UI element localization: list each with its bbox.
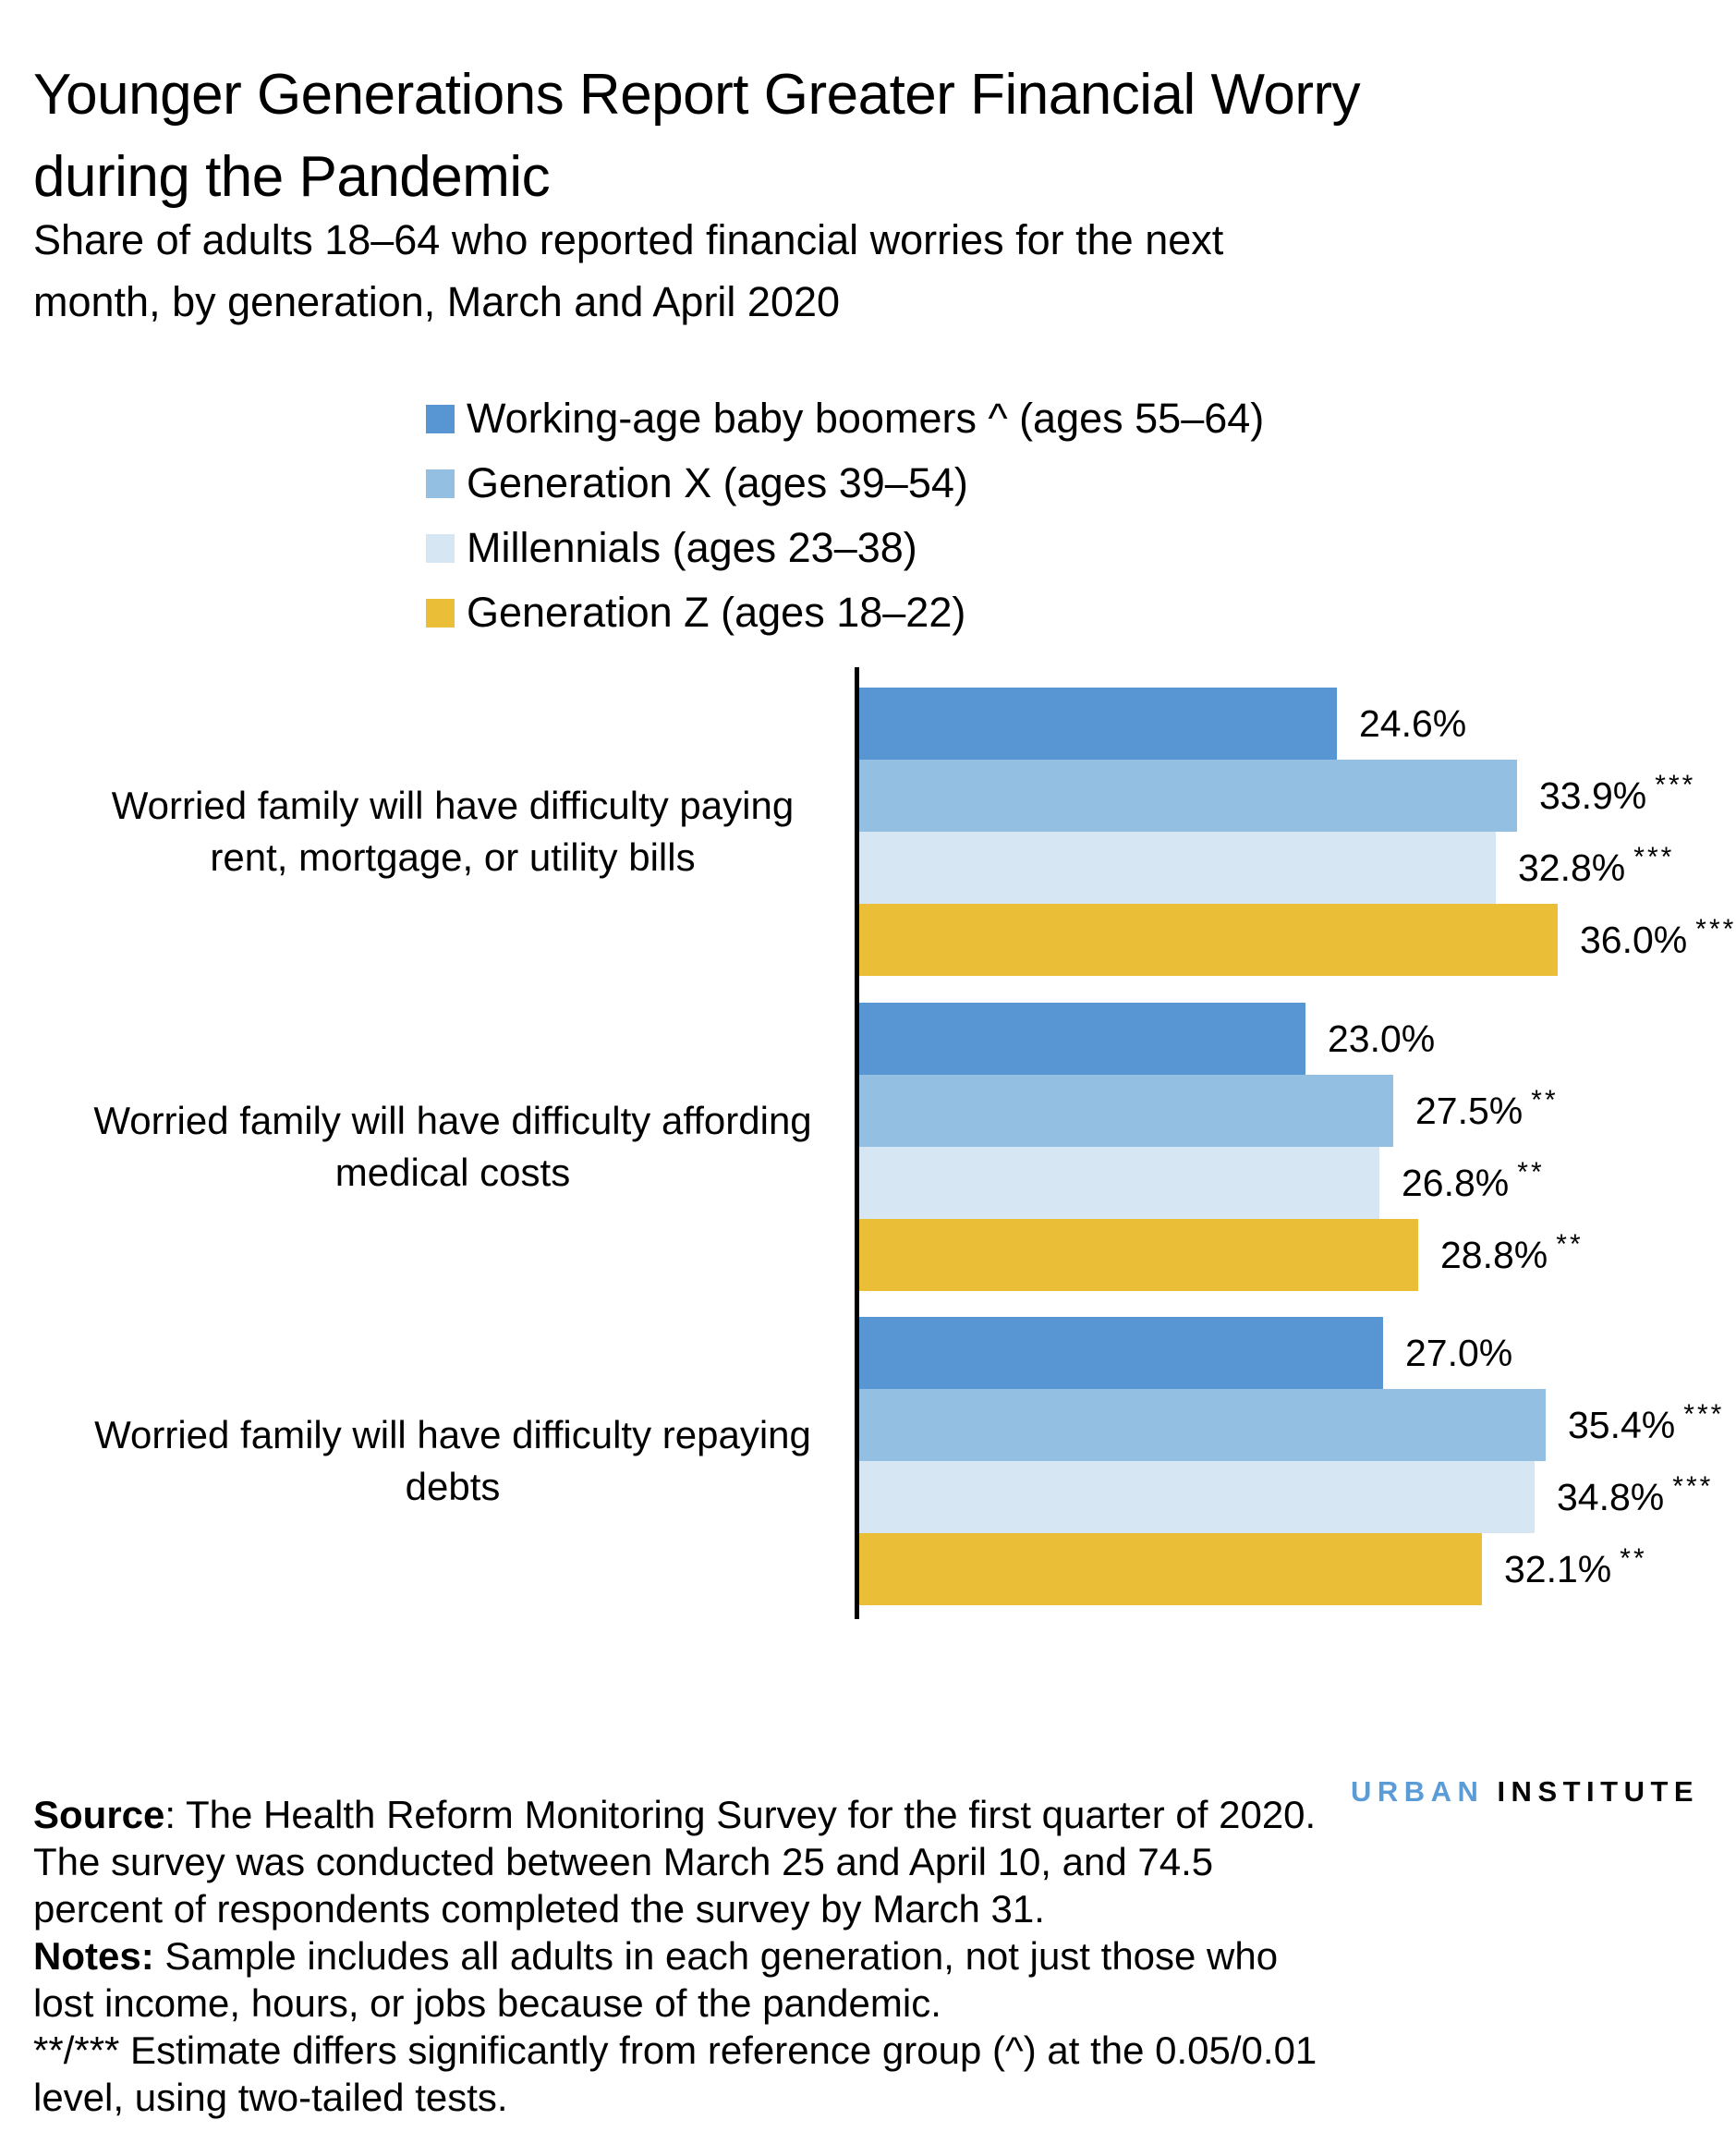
significance-marker: *** <box>1672 1471 1714 1502</box>
significance-marker: *** <box>1695 914 1736 944</box>
bar <box>859 1317 1383 1389</box>
chart-subtitle: Share of adults 18–64 who reported finan… <box>33 209 1223 333</box>
bar <box>859 1389 1546 1461</box>
legend-item: Generation X (ages 39–54) <box>426 451 1264 516</box>
page-title-line2: during the Pandemic <box>33 144 551 209</box>
category-label: Worried family will have difficulty affo… <box>93 1099 812 1194</box>
bar-value-label: 35.4% *** <box>1568 1399 1725 1446</box>
legend-label: Generation X (ages 39–54) <box>467 459 968 506</box>
chart-subtitle-line2: month, by generation, March and April 20… <box>33 278 841 325</box>
significance-marker: ** <box>1620 1543 1647 1574</box>
bar <box>859 1003 1305 1075</box>
bar-value-label: 32.1% ** <box>1504 1543 1647 1590</box>
bar-value-label: 24.6% <box>1359 701 1467 745</box>
bar-value-label: 28.8% ** <box>1440 1229 1584 1276</box>
bar <box>859 832 1496 904</box>
bar-value-label: 36.0% *** <box>1580 914 1736 961</box>
bar <box>859 1147 1379 1219</box>
significance-marker: ** <box>1517 1157 1545 1188</box>
logo-word-urban: URBAN <box>1351 1775 1485 1808</box>
source-notes: Source: The Health Reform Monitoring Sur… <box>33 1791 1317 2121</box>
bar <box>859 1533 1482 1605</box>
page-title-line1: Younger Generations Report Greater Finan… <box>33 62 1361 127</box>
significance-marker: ** <box>1556 1229 1584 1260</box>
significance-marker: *** <box>1655 770 1696 800</box>
significance-marker: ** <box>1531 1085 1559 1115</box>
bar <box>859 760 1517 832</box>
category-label: Worried family will have difficulty repa… <box>94 1413 811 1508</box>
bar-value-label: 27.0% <box>1405 1331 1513 1374</box>
bar-value-label: 26.8% ** <box>1402 1157 1545 1204</box>
y-axis-line <box>855 667 859 1619</box>
legend-label: Millennials (ages 23–38) <box>467 524 917 571</box>
chart-subtitle-line1: Share of adults 18–64 who reported finan… <box>33 216 1224 263</box>
note-line: percent of respondents completed the sur… <box>33 1887 1045 1931</box>
bar <box>859 1461 1535 1533</box>
bar <box>859 904 1558 976</box>
legend-item: Working-age baby boomers ^ (ages 55–64) <box>426 386 1264 451</box>
bar-value-label: 34.8% *** <box>1557 1471 1714 1518</box>
bar-value-label: 27.5% ** <box>1415 1085 1559 1132</box>
bar <box>859 688 1337 760</box>
legend-swatch-icon <box>426 598 455 627</box>
source-label: Source <box>33 1793 165 1836</box>
bar <box>859 1219 1418 1291</box>
legend-label: Generation Z (ages 18–22) <box>467 589 966 636</box>
bar-value-label: 23.0% <box>1328 1017 1436 1060</box>
note-line: Source: The Health Reform Monitoring Sur… <box>33 1793 1317 1836</box>
notes-label: Notes: <box>33 1934 154 1978</box>
legend: Working-age baby boomers ^ (ages 55–64) G… <box>426 386 1264 645</box>
legend-swatch-icon <box>426 404 455 433</box>
bar-value-label: 33.9% *** <box>1539 770 1696 817</box>
significance-marker: *** <box>1633 842 1675 872</box>
legend-swatch-icon <box>426 533 455 563</box>
legend-item: Generation Z (ages 18–22) <box>426 580 1264 645</box>
bar <box>859 1075 1393 1147</box>
legend-item: Millennials (ages 23–38) <box>426 516 1264 580</box>
category-label: Worried family will have difficulty payi… <box>111 784 795 879</box>
page-title: Younger Generations Report Greater Finan… <box>33 54 1361 218</box>
note-line: Notes: Sample includes all adults in eac… <box>33 1934 1279 1978</box>
note-line: level, using two-tailed tests. <box>33 2076 508 2119</box>
note-line: lost income, hours, or jobs because of t… <box>33 1981 941 2025</box>
urban-institute-logo: URBAN INSTITUTE <box>1351 1775 1699 1809</box>
note-line: **/*** Estimate differs significantly fr… <box>33 2028 1317 2072</box>
logo-word-institute: INSTITUTE <box>1497 1775 1700 1808</box>
significance-marker: *** <box>1683 1399 1725 1430</box>
legend-swatch-icon <box>426 469 455 498</box>
note-line: The survey was conducted between March 2… <box>33 1840 1214 1883</box>
legend-label: Working-age baby boomers ^ (ages 55–64) <box>467 395 1265 442</box>
bar-value-label: 32.8% *** <box>1518 842 1675 889</box>
